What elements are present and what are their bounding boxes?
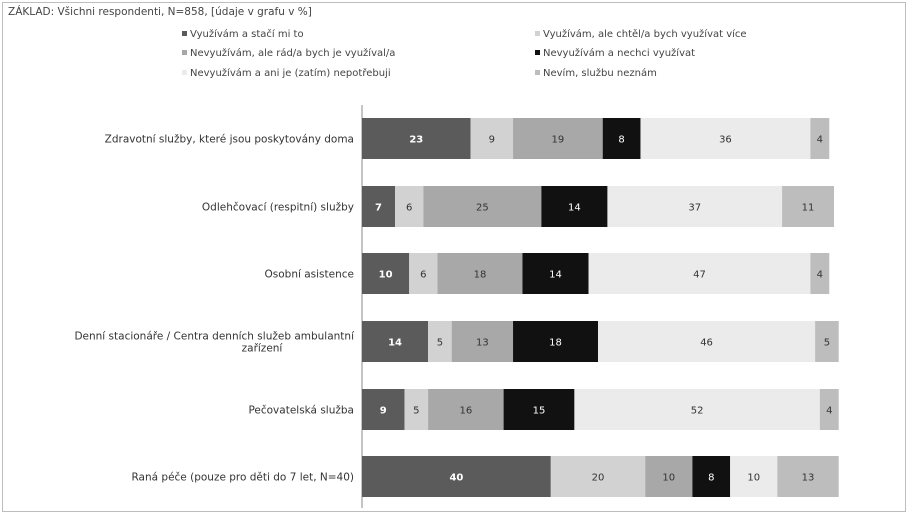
legend-label-6: Nevím, službu neznám (543, 67, 657, 79)
legend-label-3: Nevyužívám, ale rád/a bych je využíval/a (190, 47, 395, 59)
legend-swatch-4 (535, 50, 540, 55)
value-label-5-1: 9 (380, 406, 387, 417)
value-label-1-6: 4 (817, 135, 823, 146)
value-label-1-5: 36 (719, 135, 732, 146)
value-label-1-4: 8 (618, 135, 624, 146)
value-label-4-3: 13 (476, 338, 489, 349)
bar-6-series-6 (777, 456, 839, 497)
bar-3-series-4 (522, 253, 589, 294)
bar-4-series-2 (428, 321, 452, 362)
value-label-5-4: 15 (533, 406, 546, 417)
value-label-2-3: 25 (476, 203, 489, 214)
legend-swatch-1 (182, 31, 187, 36)
category-label-4-line-1: Denní stacionáře / Centra denních služeb… (74, 331, 355, 343)
value-label-2-1: 7 (375, 203, 382, 214)
value-label-5-2: 5 (413, 406, 419, 417)
category-label-2: Odlehčovací (respitní) služby (202, 202, 354, 214)
bar-6-series-4 (692, 456, 731, 497)
value-label-2-4: 14 (568, 203, 581, 214)
legend-swatch-2 (535, 31, 540, 36)
bar-5-series-2 (404, 389, 429, 430)
bar-5-series-6 (819, 389, 839, 430)
bar-4-series-5 (598, 321, 816, 362)
value-label-4-1: 14 (388, 338, 402, 349)
bar-1-series-4 (602, 118, 641, 159)
bar-1-series-1 (362, 118, 471, 159)
bar-5-series-4 (503, 389, 575, 430)
category-label-4-line-2: zařízení (242, 343, 284, 355)
value-label-4-4: 18 (549, 338, 562, 349)
value-label-6-3: 10 (662, 473, 675, 484)
bar-3-series-1 (362, 253, 410, 294)
value-label-6-2: 20 (592, 473, 605, 484)
bar-3-series-3 (437, 253, 523, 294)
bar-4-series-1 (362, 321, 429, 362)
category-label-6: Raná péče (pouze pro děti do 7 let, N=40… (131, 472, 354, 484)
bar-3-series-5 (588, 253, 811, 294)
value-label-2-2: 6 (406, 203, 412, 214)
bar-2-series-5 (607, 186, 783, 227)
value-label-3-2: 6 (420, 270, 426, 281)
bar-4-series-3 (451, 321, 514, 362)
value-label-4-2: 5 (437, 338, 443, 349)
bar-3-series-2 (409, 253, 438, 294)
category-label-3: Osobní asistence (265, 269, 355, 281)
bar-6-series-1 (362, 456, 551, 497)
value-label-4-5: 46 (700, 338, 713, 349)
value-label-2-6: 11 (802, 203, 815, 214)
bar-6-series-3 (645, 456, 693, 497)
value-label-6-4: 8 (708, 473, 714, 484)
value-label-6-1: 40 (449, 473, 463, 484)
bar-6-series-5 (730, 456, 778, 497)
legend-label-1: Využívám a stačí mi to (190, 28, 304, 40)
value-label-1-1: 23 (409, 135, 423, 146)
value-label-5-5: 52 (691, 406, 704, 417)
value-label-6-6: 13 (802, 473, 815, 484)
value-label-3-5: 47 (693, 270, 706, 281)
legend-swatch-5 (182, 70, 187, 75)
legend-label-4: Nevyužívám a nechci využívat (543, 47, 695, 59)
bar-6-series-2 (550, 456, 646, 497)
value-label-2-5: 37 (688, 203, 701, 214)
value-label-3-4: 14 (549, 270, 562, 281)
bar-2-series-1 (362, 186, 396, 227)
bar-2-series-6 (782, 186, 834, 227)
category-label-5: Pečovatelská služba (248, 405, 354, 417)
value-label-6-5: 10 (747, 473, 760, 484)
value-label-3-1: 10 (379, 270, 393, 281)
bar-2-series-4 (541, 186, 608, 227)
legend-label-5: Nevyužívám a ani je (zatím) nepotřebuji (190, 67, 391, 79)
legend-swatch-3 (182, 50, 187, 55)
bar-4-series-6 (815, 321, 839, 362)
bar-5-series-1 (362, 389, 405, 430)
value-label-1-2: 9 (489, 135, 495, 146)
value-label-5-6: 4 (826, 406, 832, 417)
bar-1-series-3 (513, 118, 603, 159)
value-label-5-3: 16 (459, 406, 472, 417)
legend-label-2: Využívám, ale chtěl/a bych využívat více (543, 28, 747, 40)
bar-1-series-6 (810, 118, 830, 159)
bar-2-series-2 (395, 186, 424, 227)
bar-1-series-2 (470, 118, 514, 159)
bar-3-series-6 (810, 253, 830, 294)
base-note: ZÁKLAD: Všichni respondenti, N=858, [úda… (8, 5, 312, 18)
bar-5-series-5 (574, 389, 820, 430)
bar-2-series-3 (423, 186, 542, 227)
bar-5-series-3 (428, 389, 504, 430)
category-label-1: Zdravotní služby, které jsou poskytovány… (105, 134, 354, 146)
value-label-4-6: 5 (824, 338, 830, 349)
value-label-3-6: 4 (817, 270, 823, 281)
value-label-3-3: 18 (474, 270, 487, 281)
bar-4-series-4 (513, 321, 598, 362)
bar-1-series-5 (640, 118, 811, 159)
legend-swatch-6 (535, 70, 540, 75)
value-label-1-3: 19 (552, 135, 565, 146)
